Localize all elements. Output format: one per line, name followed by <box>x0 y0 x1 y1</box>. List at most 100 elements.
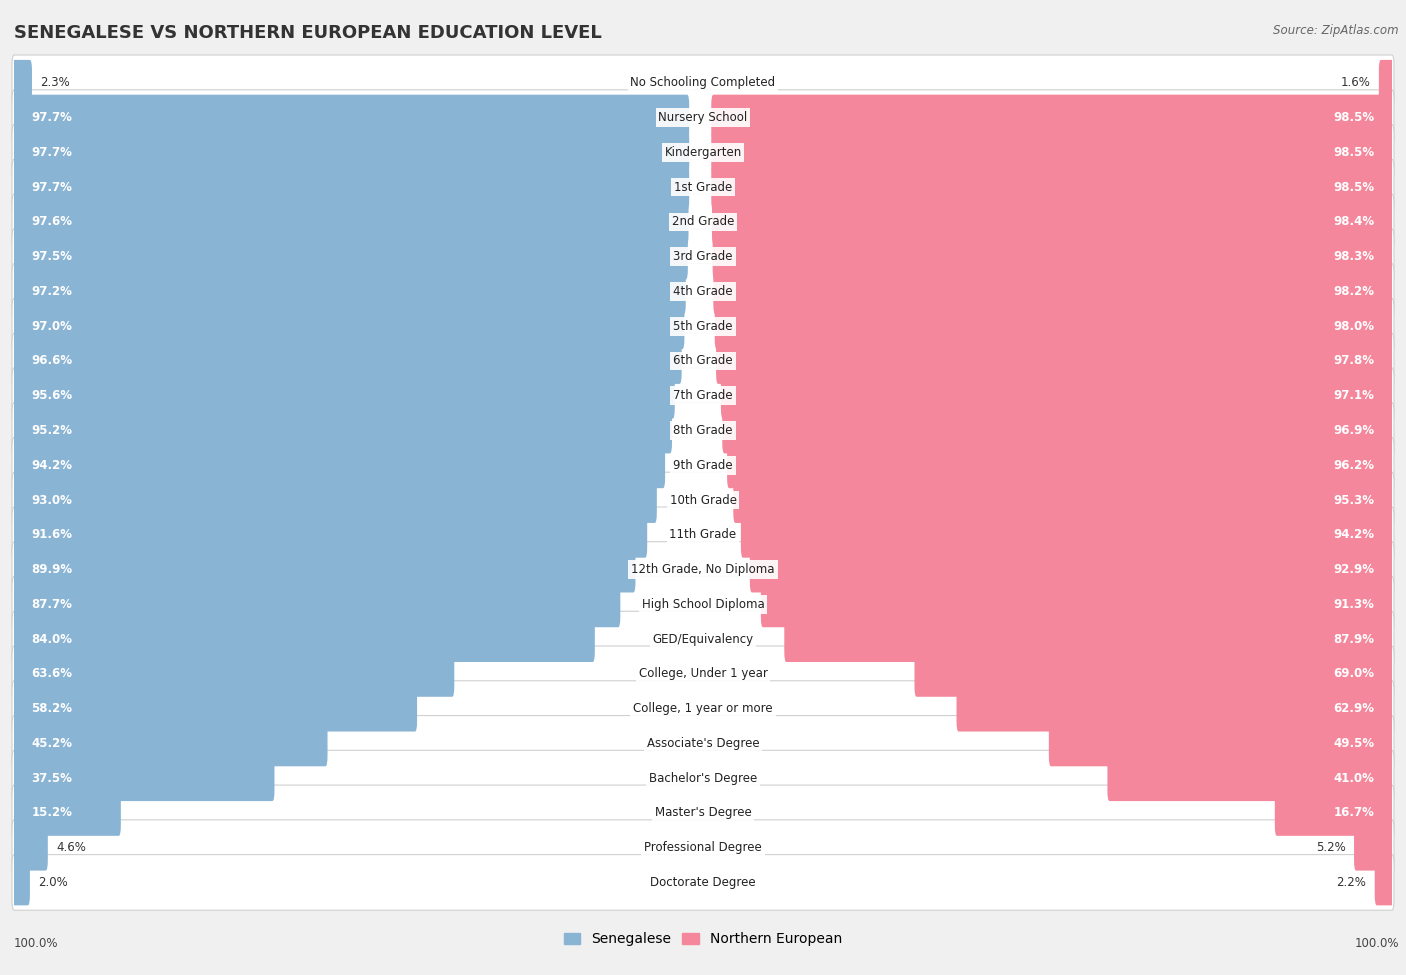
Text: 45.2%: 45.2% <box>31 737 72 750</box>
Text: Doctorate Degree: Doctorate Degree <box>650 876 756 889</box>
Text: 62.9%: 62.9% <box>1334 702 1375 715</box>
FancyBboxPatch shape <box>914 651 1393 697</box>
FancyBboxPatch shape <box>711 199 1393 245</box>
Text: No Schooling Completed: No Schooling Completed <box>630 76 776 90</box>
Text: Nursery School: Nursery School <box>658 111 748 124</box>
Text: Professional Degree: Professional Degree <box>644 841 762 854</box>
FancyBboxPatch shape <box>13 646 1393 702</box>
FancyBboxPatch shape <box>13 159 1393 214</box>
FancyBboxPatch shape <box>13 651 454 697</box>
FancyBboxPatch shape <box>13 333 1393 389</box>
Text: 92.9%: 92.9% <box>1334 563 1375 576</box>
FancyBboxPatch shape <box>741 512 1393 558</box>
FancyBboxPatch shape <box>13 130 689 176</box>
FancyBboxPatch shape <box>13 756 274 801</box>
FancyBboxPatch shape <box>13 721 328 766</box>
FancyBboxPatch shape <box>711 95 1393 140</box>
Text: 94.2%: 94.2% <box>31 459 72 472</box>
Text: High School Diploma: High School Diploma <box>641 598 765 610</box>
FancyBboxPatch shape <box>1379 59 1393 105</box>
FancyBboxPatch shape <box>723 408 1393 453</box>
FancyBboxPatch shape <box>13 477 657 523</box>
FancyBboxPatch shape <box>1275 790 1393 836</box>
FancyBboxPatch shape <box>13 785 1393 840</box>
FancyBboxPatch shape <box>13 368 1393 423</box>
FancyBboxPatch shape <box>1108 756 1393 801</box>
Text: 5th Grade: 5th Grade <box>673 320 733 332</box>
Text: 97.1%: 97.1% <box>1334 389 1375 403</box>
Text: Bachelor's Degree: Bachelor's Degree <box>650 771 756 785</box>
FancyBboxPatch shape <box>13 790 121 836</box>
Text: 89.9%: 89.9% <box>31 563 72 576</box>
FancyBboxPatch shape <box>13 855 1393 911</box>
FancyBboxPatch shape <box>761 581 1393 627</box>
FancyBboxPatch shape <box>711 130 1393 176</box>
Text: 97.0%: 97.0% <box>31 320 72 332</box>
Text: 97.7%: 97.7% <box>31 180 72 194</box>
FancyBboxPatch shape <box>713 234 1393 280</box>
FancyBboxPatch shape <box>13 95 689 140</box>
FancyBboxPatch shape <box>1049 721 1393 766</box>
Text: 100.0%: 100.0% <box>14 937 59 951</box>
Text: 98.5%: 98.5% <box>1334 111 1375 124</box>
Text: 96.9%: 96.9% <box>1334 424 1375 437</box>
Text: 2nd Grade: 2nd Grade <box>672 215 734 228</box>
Text: 16.7%: 16.7% <box>1334 806 1375 819</box>
FancyBboxPatch shape <box>13 55 1393 110</box>
FancyBboxPatch shape <box>13 547 636 593</box>
Legend: Senegalese, Northern European: Senegalese, Northern European <box>564 932 842 947</box>
Text: 3rd Grade: 3rd Grade <box>673 251 733 263</box>
Text: 98.2%: 98.2% <box>1334 285 1375 298</box>
Text: 97.7%: 97.7% <box>31 146 72 159</box>
FancyBboxPatch shape <box>13 681 1393 736</box>
Text: 2.0%: 2.0% <box>38 876 67 889</box>
FancyBboxPatch shape <box>13 716 1393 771</box>
Text: 96.6%: 96.6% <box>31 355 72 368</box>
Text: 84.0%: 84.0% <box>31 633 72 645</box>
Text: 97.5%: 97.5% <box>31 251 72 263</box>
Text: 6th Grade: 6th Grade <box>673 355 733 368</box>
FancyBboxPatch shape <box>13 229 1393 285</box>
Text: 97.7%: 97.7% <box>31 111 72 124</box>
FancyBboxPatch shape <box>721 372 1393 418</box>
Text: 63.6%: 63.6% <box>31 667 72 681</box>
Text: 87.9%: 87.9% <box>1334 633 1375 645</box>
Text: 9th Grade: 9th Grade <box>673 459 733 472</box>
Text: 93.0%: 93.0% <box>31 493 72 506</box>
Text: Kindergarten: Kindergarten <box>665 146 741 159</box>
Text: 91.3%: 91.3% <box>1334 598 1375 610</box>
FancyBboxPatch shape <box>13 581 620 627</box>
FancyBboxPatch shape <box>13 268 686 314</box>
FancyBboxPatch shape <box>13 338 682 384</box>
FancyBboxPatch shape <box>1375 860 1393 906</box>
FancyBboxPatch shape <box>13 199 689 245</box>
Text: 91.6%: 91.6% <box>31 528 72 541</box>
FancyBboxPatch shape <box>13 164 689 210</box>
FancyBboxPatch shape <box>716 338 1393 384</box>
FancyBboxPatch shape <box>13 263 1393 319</box>
Text: 97.2%: 97.2% <box>31 285 72 298</box>
FancyBboxPatch shape <box>13 443 665 488</box>
Text: 1.6%: 1.6% <box>1341 76 1371 90</box>
Text: Source: ZipAtlas.com: Source: ZipAtlas.com <box>1274 24 1399 37</box>
Text: 1st Grade: 1st Grade <box>673 180 733 194</box>
Text: 98.4%: 98.4% <box>1334 215 1375 228</box>
Text: 98.3%: 98.3% <box>1334 251 1375 263</box>
FancyBboxPatch shape <box>13 234 688 280</box>
Text: Master's Degree: Master's Degree <box>655 806 751 819</box>
FancyBboxPatch shape <box>13 751 1393 806</box>
FancyBboxPatch shape <box>711 164 1393 210</box>
FancyBboxPatch shape <box>1354 825 1393 871</box>
Text: 58.2%: 58.2% <box>31 702 72 715</box>
Text: 4th Grade: 4th Grade <box>673 285 733 298</box>
Text: 95.6%: 95.6% <box>31 389 72 403</box>
Text: 10th Grade: 10th Grade <box>669 493 737 506</box>
FancyBboxPatch shape <box>713 268 1393 314</box>
Text: 49.5%: 49.5% <box>1334 737 1375 750</box>
Text: 69.0%: 69.0% <box>1334 667 1375 681</box>
Text: College, Under 1 year: College, Under 1 year <box>638 667 768 681</box>
FancyBboxPatch shape <box>727 443 1393 488</box>
Text: 8th Grade: 8th Grade <box>673 424 733 437</box>
Text: 2.2%: 2.2% <box>1337 876 1367 889</box>
Text: 87.7%: 87.7% <box>31 598 72 610</box>
